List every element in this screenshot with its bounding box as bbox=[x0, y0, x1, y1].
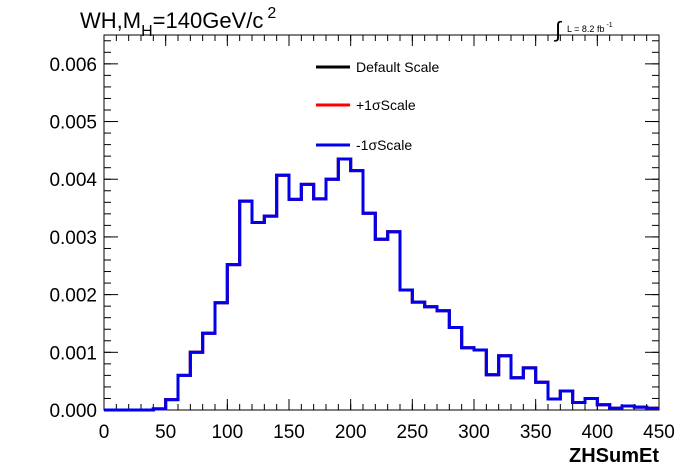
series-group bbox=[104, 157, 659, 412]
luminosity-text: L = 8.2 fb bbox=[567, 24, 604, 34]
x-tick-label: 0 bbox=[99, 422, 110, 443]
x-tick-label: 50 bbox=[155, 422, 176, 443]
title-superscript: 2 bbox=[267, 5, 276, 22]
y-tick-label: 0.000 bbox=[49, 401, 97, 422]
y-tick-label: 0.006 bbox=[49, 55, 97, 76]
luminosity-superscript: -1 bbox=[606, 22, 612, 29]
x-tick-label: 250 bbox=[396, 422, 428, 443]
plot-frame bbox=[103, 34, 660, 411]
x-axis: 0 50 100 150 200 250 300 350 400 450 bbox=[99, 35, 675, 443]
y-tick-label: 0.005 bbox=[49, 113, 97, 134]
series-line-2 bbox=[104, 157, 659, 412]
legend-label-2: -1σScale bbox=[356, 137, 412, 153]
title-subscript: H bbox=[141, 23, 153, 40]
x-tick-label: 300 bbox=[458, 422, 490, 443]
title-prefix: WH,M bbox=[80, 8, 141, 33]
x-tick-label: 200 bbox=[335, 422, 367, 443]
x-tick-label: 450 bbox=[643, 422, 675, 443]
chart-title: WH,MH=140GeV/c 2 bbox=[80, 5, 276, 40]
x-tick-label: 400 bbox=[581, 422, 613, 443]
integral-sign: ∫ bbox=[553, 17, 563, 42]
y-tick-label: 0.004 bbox=[49, 170, 97, 191]
legend: Default Scale +1σScale -1σScale bbox=[316, 59, 439, 153]
legend-label-0: Default Scale bbox=[356, 59, 439, 75]
y-tick-label: 0.002 bbox=[49, 286, 97, 307]
legend-label-1: +1σScale bbox=[356, 97, 416, 113]
title-rest: =140GeV/c bbox=[153, 8, 264, 33]
y-tick-label: 0.003 bbox=[49, 228, 97, 249]
x-tick-label: 150 bbox=[273, 422, 305, 443]
x-tick-label: 100 bbox=[211, 422, 243, 443]
y-tick-label: 0.001 bbox=[49, 343, 97, 364]
luminosity-label: L = 8.2 fb -1 bbox=[567, 22, 613, 34]
x-tick-label: 350 bbox=[520, 422, 552, 443]
x-axis-label: ZHSumEt bbox=[569, 445, 659, 467]
y-axis: 0.000 0.001 0.002 0.003 0.004 0.005 0.006 bbox=[49, 40, 659, 422]
